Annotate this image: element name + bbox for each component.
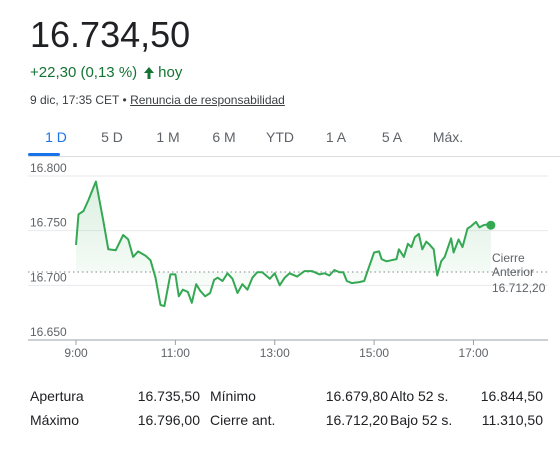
- timestamp-line: 9 dic, 17:35 CET • Renuncia de responsab…: [30, 93, 285, 107]
- x-tick-label: 15:00: [359, 346, 389, 360]
- arrow-up-icon: [144, 66, 155, 79]
- stat-label: Mínimo: [210, 388, 256, 404]
- change-value: +22,30 (0,13 %): [30, 64, 138, 81]
- stat-52w-low: Bajo 52 s. 11.310,50: [390, 412, 550, 428]
- stat-value: 16.679,80: [325, 388, 388, 404]
- stat-label: Bajo 52 s.: [390, 412, 453, 428]
- stat-label: Apertura: [30, 388, 84, 404]
- y-axis-labels: 16.800 16.750 16.700 16.650: [30, 161, 67, 339]
- stat-label: Cierre ant.: [210, 412, 276, 428]
- price-area: [76, 181, 491, 307]
- timestamp: 9 dic, 17:35 CET: [30, 93, 120, 107]
- tab-max[interactable]: Máx.: [432, 129, 464, 145]
- tab-5a[interactable]: 5 A: [381, 129, 403, 145]
- tab-6m[interactable]: 6 M: [212, 129, 236, 145]
- stats-row: Máximo 16.796,00 Cierre ant. 16.712,20 Baj…: [30, 408, 550, 432]
- last-price-point: [486, 220, 496, 230]
- price-line: [75, 180, 492, 308]
- disclaimer-link[interactable]: Renuncia de responsabilidad: [130, 93, 285, 107]
- stat-open: Apertura 16.735,50: [30, 388, 210, 404]
- y-tick-label: 16.650: [30, 325, 67, 339]
- stats-table: Apertura 16.735,50 Mínimo 16.679,80 Alto 5…: [30, 384, 550, 432]
- stat-value: 16.735,50: [137, 388, 200, 404]
- price-change: +22,30 (0,13 %) hoy: [30, 64, 182, 81]
- tab-1m[interactable]: 1 M: [156, 129, 180, 145]
- y-tick-label: 16.700: [30, 270, 67, 284]
- x-tick-label: 13:00: [260, 346, 290, 360]
- y-tick-label: 16.800: [30, 161, 67, 175]
- x-tick-label: 17:00: [458, 346, 488, 360]
- x-tick-label: 9:00: [64, 346, 88, 360]
- current-price: 16.734,50: [30, 14, 191, 55]
- stat-value: 16.796,00: [137, 412, 200, 428]
- x-axis-labels: 9:00 11:00 13:00 15:00 17:00: [64, 346, 488, 360]
- stat-label: Máximo: [30, 412, 80, 428]
- stat-52w-high: Alto 52 s. 16.844,50: [390, 388, 550, 404]
- stat-prev-close: Cierre ant. 16.712,20: [210, 412, 390, 428]
- prev-close-value: 16.712,20: [492, 281, 546, 295]
- stat-value: 11.310,50: [481, 412, 543, 428]
- prev-close-label-2: Anterior: [492, 265, 534, 279]
- tab-1a[interactable]: 1 A: [325, 129, 347, 145]
- separator-dot: •: [122, 93, 127, 107]
- stat-high: Máximo 16.796,00: [30, 412, 210, 428]
- tab-1d[interactable]: 1 D: [28, 125, 84, 156]
- y-tick-label: 16.750: [30, 216, 67, 230]
- chart-grid: [28, 175, 548, 345]
- tab-5d[interactable]: 5 D: [101, 129, 123, 145]
- range-tabs: 1 D 5 D 1 M 6 M YTD 1 A 5 A Máx.: [28, 125, 476, 156]
- stats-row: Apertura 16.735,50 Mínimo 16.679,80 Alto 5…: [30, 384, 550, 408]
- stat-low: Mínimo 16.679,80: [210, 388, 390, 404]
- price-chart[interactable]: 16.800 16.750 16.700 16.650 9:00 11:00 13:00 1…: [0, 160, 560, 360]
- x-tick-label: 11:00: [161, 346, 190, 360]
- tab-ytd[interactable]: YTD: [266, 129, 294, 145]
- prev-close-label-1: Cierre: [492, 251, 525, 265]
- stat-label: Alto 52 s.: [390, 388, 449, 404]
- tabs-divider: [28, 156, 560, 157]
- stat-value: 16.712,20: [325, 412, 388, 428]
- stat-value: 16.844,50: [480, 388, 543, 404]
- change-period: hoy: [158, 64, 183, 81]
